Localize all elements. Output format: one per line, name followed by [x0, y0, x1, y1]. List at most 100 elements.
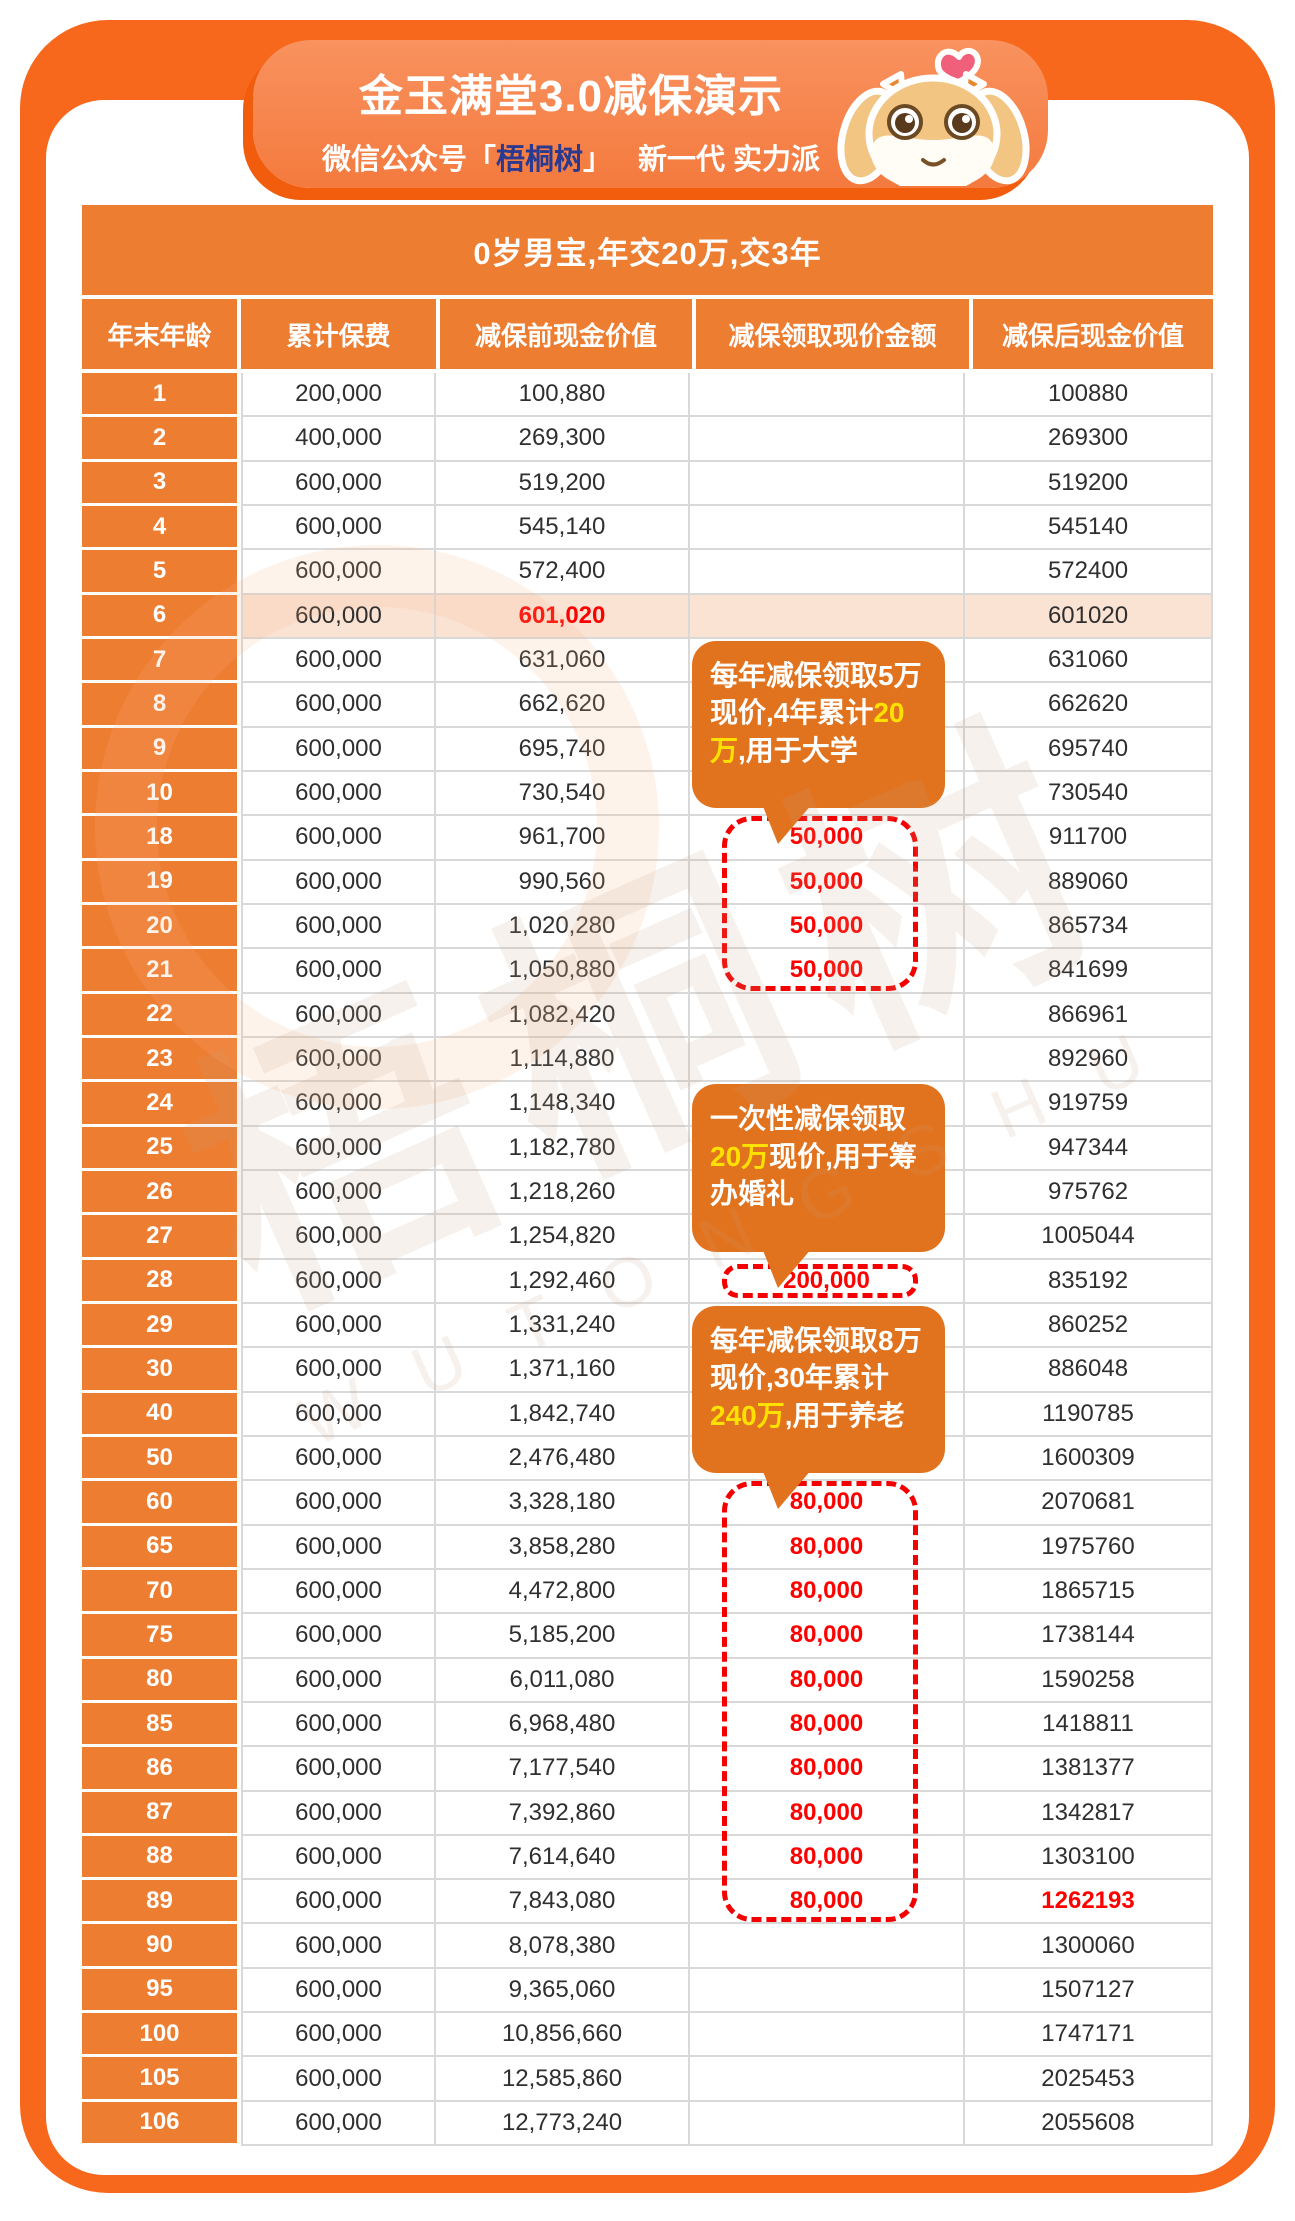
cash-after-cell: 545140 — [965, 505, 1213, 551]
cash-before-cell: 6,968,480 — [436, 1702, 690, 1748]
premium-cell: 600,000 — [241, 727, 436, 772]
callout-bubble: 一次性减保领取 20万现价,用于筹办婚礼 — [692, 1084, 945, 1288]
cash-after-cell: 631060 — [965, 638, 1213, 684]
cash-after-cell: 1190785 — [965, 1392, 1213, 1437]
table-row: 80 600,000 6,011,080 80,000 1590258 — [82, 1658, 1213, 1703]
age-cell: 50 — [82, 1436, 237, 1482]
cash-after-cell: 1342817 — [965, 1791, 1213, 1836]
premium-cell: 600,000 — [241, 594, 436, 639]
withdraw-cell — [690, 417, 965, 462]
cash-before-cell: 1,050,880 — [436, 949, 690, 994]
cow-mascot-with-heart-icon — [837, 47, 1030, 186]
age-cell: 88 — [82, 1835, 237, 1881]
premium-cell: 600,000 — [241, 1215, 436, 1260]
cash-before-cell: 5,185,200 — [436, 1614, 690, 1659]
callout-text: 一次性减保领取 — [710, 1103, 907, 1135]
cash-after-cell: 730540 — [965, 771, 1213, 817]
callout-text: ,用于大学 — [738, 735, 858, 766]
table-row: 90 600,000 8,078,380 1300060 — [82, 1924, 1213, 1969]
cash-before-cell: 572,400 — [436, 550, 690, 595]
page-title: 金玉满堂3.0减保演示 — [358, 72, 784, 121]
table-row: 85 600,000 6,968,480 80,000 1418811 — [82, 1702, 1213, 1748]
cash-before-cell: 545,140 — [436, 505, 690, 551]
age-cell: 8 — [82, 683, 237, 728]
cash-after-cell: 1005044 — [965, 1215, 1213, 1260]
premium-cell: 600,000 — [241, 1303, 436, 1349]
premium-cell: 600,000 — [241, 1082, 436, 1127]
withdraw-cell — [690, 461, 965, 506]
cash-before-cell: 12,773,240 — [436, 2101, 690, 2147]
cash-before-cell: 1,842,740 — [436, 1392, 690, 1437]
table-row: 88 600,000 7,614,640 80,000 1303100 — [82, 1835, 1213, 1881]
age-cell: 23 — [82, 1037, 237, 1083]
cash-after-cell: 1865715 — [965, 1569, 1213, 1615]
cash-after-cell: 1507127 — [965, 1968, 1213, 2014]
table-row: 3 600,000 519,200 519200 — [82, 461, 1213, 506]
table-row: 29 600,000 1,331,240 860252 — [82, 1303, 1213, 1349]
premium-cell: 600,000 — [241, 2057, 436, 2102]
withdraw-cell: 80,000 — [690, 1569, 965, 1615]
premium-cell: 600,000 — [241, 550, 436, 595]
cash-after-cell: 1300060 — [965, 1924, 1213, 1969]
cash-before-cell: 269,300 — [436, 417, 690, 462]
cash-before-cell: 7,843,080 — [436, 1880, 690, 1925]
age-cell: 27 — [82, 1215, 237, 1260]
bracket-open: 「 — [466, 144, 496, 176]
callout-text: ,用于养老 — [784, 1399, 905, 1431]
table-row: 95 600,000 9,365,060 1507127 — [82, 1968, 1213, 2014]
premium-cell: 600,000 — [241, 1835, 436, 1881]
cash-before-cell: 1,182,780 — [436, 1126, 690, 1171]
table-row: 65 600,000 3,858,280 80,000 1975760 — [82, 1525, 1213, 1570]
withdraw-cell — [690, 1037, 965, 1083]
age-cell: 90 — [82, 1924, 237, 1969]
premium-cell: 600,000 — [241, 1569, 436, 1615]
age-cell: 18 — [82, 816, 237, 861]
cash-after-cell: 835192 — [965, 1259, 1213, 1304]
age-cell: 86 — [82, 1747, 237, 1792]
column-header-cash-before: 减保前现金价值 — [440, 299, 692, 369]
cash-after-cell: 889060 — [965, 860, 1213, 905]
cash-before-cell: 1,114,880 — [436, 1037, 690, 1083]
cash-before-cell: 519,200 — [436, 461, 690, 506]
premium-cell: 600,000 — [241, 904, 436, 950]
age-cell: 2 — [82, 417, 237, 462]
cash-before-cell: 1,020,280 — [436, 904, 690, 950]
table-row: 19 600,000 990,560 50,000 889060 — [82, 860, 1213, 905]
table-row: 26 600,000 1,218,260 975762 — [82, 1170, 1213, 1216]
cash-after-cell: 975762 — [965, 1170, 1213, 1216]
cash-after-cell: 1747171 — [965, 2013, 1213, 2058]
subtitle-prefix: 微信公众号 — [321, 144, 467, 176]
table-row: 22 600,000 1,082,420 866961 — [82, 993, 1213, 1038]
age-cell: 25 — [82, 1126, 237, 1171]
cash-after-cell: 269300 — [965, 417, 1213, 462]
cash-after-cell: 1303100 — [965, 1835, 1213, 1881]
table-row: 1 200,000 100,880 100880 — [82, 373, 1213, 418]
cash-after-cell: 2025453 — [965, 2057, 1213, 2102]
cash-after-cell: 695740 — [965, 727, 1213, 772]
cash-before-cell: 3,328,180 — [436, 1481, 690, 1526]
premium-cell: 600,000 — [241, 1791, 436, 1836]
withdraw-cell — [690, 373, 965, 418]
cash-before-cell: 1,254,820 — [436, 1215, 690, 1260]
cash-before-cell: 1,371,160 — [436, 1348, 690, 1393]
table-row: 18 600,000 961,700 50,000 911700 — [82, 816, 1213, 861]
table-row: 24 600,000 1,148,340 919759 — [82, 1082, 1213, 1127]
cash-after-cell: 866961 — [965, 993, 1213, 1038]
premium-cell: 600,000 — [241, 1968, 436, 2014]
callout-highlight-text: 20万 — [710, 1140, 770, 1172]
premium-cell: 200,000 — [241, 373, 436, 418]
age-cell: 7 — [82, 638, 237, 684]
age-cell: 40 — [82, 1392, 237, 1437]
withdraw-cell: 80,000 — [690, 1747, 965, 1792]
premium-cell: 600,000 — [241, 1126, 436, 1171]
cash-before-cell: 7,614,640 — [436, 1835, 690, 1881]
withdraw-cell — [690, 2057, 965, 2102]
premium-cell: 600,000 — [241, 1614, 436, 1659]
column-header-withdraw: 减保领取现价金额 — [696, 299, 969, 369]
age-cell: 106 — [82, 2101, 237, 2147]
cash-after-cell: 2055608 — [965, 2101, 1213, 2147]
premium-cell: 600,000 — [241, 860, 436, 905]
cash-after-cell: 886048 — [965, 1348, 1213, 1393]
age-cell: 65 — [82, 1525, 237, 1570]
table-row: 30 600,000 1,371,160 886048 — [82, 1348, 1213, 1393]
